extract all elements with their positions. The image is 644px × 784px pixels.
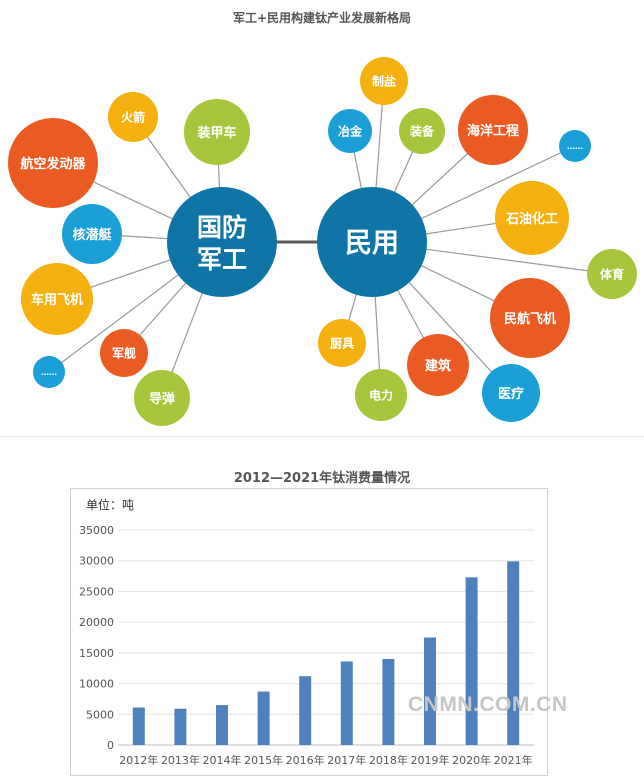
civil-label-5: 石油化工	[505, 211, 558, 227]
y-tick-label-6: 30000	[79, 555, 114, 568]
y-tick-label-4: 20000	[79, 616, 114, 629]
military-label-6: ……	[41, 368, 57, 377]
civil-bubble-9	[407, 334, 469, 396]
x-tick-label-3: 2015年	[244, 753, 283, 767]
civil-bubble-0	[360, 57, 408, 105]
civil-bubble-10	[355, 369, 407, 421]
y-tick-label-2: 10000	[79, 678, 114, 691]
civil-label-7: 民航飞机	[504, 311, 556, 327]
x-tick-label-9: 2021年	[494, 753, 533, 767]
bar-0	[132, 707, 145, 745]
civil-hub	[317, 187, 427, 297]
x-tick-label-6: 2018年	[369, 753, 408, 767]
civil-label-2: 装备	[409, 124, 435, 139]
civil-label-3: 海洋工程	[467, 123, 519, 139]
x-tick-label-5: 2017年	[327, 753, 366, 767]
military-bubble-2	[8, 118, 98, 208]
military-label-2: 航空发动器	[20, 156, 86, 172]
civil-label-11: 医疗	[498, 386, 524, 402]
x-tick-label-0: 2012年	[119, 753, 158, 767]
bar-4	[299, 676, 312, 745]
civil-label-4: ……	[567, 142, 583, 151]
y-tick-label-7: 35000	[79, 524, 114, 537]
bar-2	[216, 705, 228, 745]
military-label-7: 导弹	[149, 391, 175, 407]
military-hub-label-0: 国防	[197, 213, 247, 242]
military-label-3: 核潜艇	[72, 227, 112, 243]
military-label-4: 车用飞机	[31, 292, 83, 308]
civil-bubble-8	[318, 319, 366, 367]
civil-bubble-6	[587, 249, 637, 299]
military-bubble-3	[62, 204, 122, 264]
bar-6	[382, 659, 395, 745]
x-tick-label-4: 2016年	[286, 753, 325, 767]
bar-7	[424, 637, 436, 745]
military-label-0: 火箭	[121, 110, 145, 125]
military-bubble-5	[100, 329, 148, 377]
military-bubble-7	[134, 370, 190, 426]
x-tick-label-2: 2014年	[203, 753, 242, 767]
civil-bubble-2	[399, 108, 445, 154]
x-tick-label-7: 2019年	[411, 753, 450, 767]
civil-label-6: 体育	[600, 267, 624, 282]
y-tick-label-5: 25000	[79, 585, 114, 598]
civil-bubble-7	[490, 278, 570, 358]
y-tick-label-3: 15000	[79, 647, 114, 660]
civil-bubble-1	[328, 109, 372, 153]
military-hub-label-1: 军工	[197, 245, 247, 274]
civil-bubble-3	[458, 95, 528, 165]
civil-hub-label: 民用	[345, 228, 399, 259]
military-bubble-0	[108, 92, 158, 142]
watermark: CNMN.COM.CN	[408, 693, 568, 716]
civil-label-0: 制盐	[372, 74, 396, 89]
section-divider	[0, 436, 644, 437]
civil-bubble-5	[495, 181, 569, 255]
military-label-5: 军舰	[112, 346, 136, 361]
military-bubble-6	[33, 356, 65, 388]
infographic-title: 军工+民用构建钛产业发展新格局	[232, 11, 412, 25]
x-tick-label-1: 2013年	[161, 753, 200, 767]
y-tick-label-1: 5000	[86, 708, 114, 721]
bar-5	[340, 661, 353, 745]
military-bubble-1	[184, 99, 250, 165]
military-hub	[167, 187, 277, 297]
y-tick-label-0: 0	[107, 739, 114, 752]
civil-bubble-11	[482, 364, 540, 422]
chart-title: 2012—2021年钛消费量情况	[233, 471, 411, 486]
x-tick-label-8: 2020年	[452, 753, 491, 767]
title-infographic: 军工+民用构建钛产业发展新格局 火箭装甲车航空发动器核潜艇车用飞机军舰 …… 导弹 制…	[8, 11, 637, 426]
civil-label-8: 厨具	[330, 336, 354, 351]
civil-label-1: 冶金	[338, 124, 363, 139]
bar-8	[465, 577, 478, 745]
military-label-1: 装甲车	[196, 125, 236, 141]
bar-3	[257, 691, 270, 745]
civil-label-9: 建筑	[425, 358, 451, 374]
unit-label: 单位：吨	[86, 498, 135, 512]
civil-label-10: 电力	[369, 388, 393, 403]
civil-bubble-4	[559, 130, 591, 162]
bar-9	[507, 561, 520, 745]
military-bubble-4	[21, 263, 93, 335]
bar-1	[174, 708, 187, 745]
